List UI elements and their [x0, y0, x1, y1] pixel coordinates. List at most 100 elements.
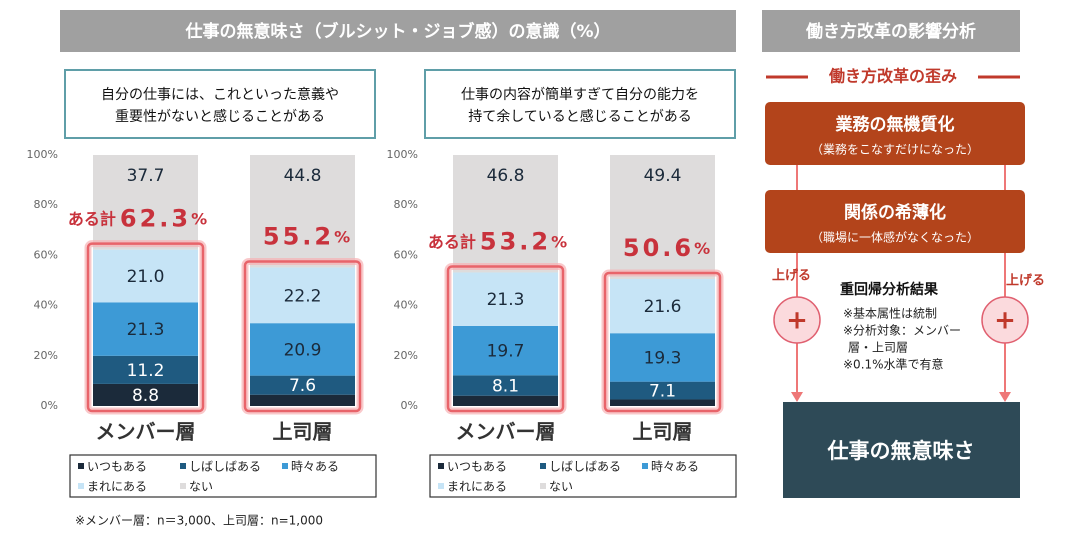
value-label: 7.6	[289, 376, 316, 396]
factor-title: 業務の無機質化	[836, 114, 955, 135]
side-header-title: 働き方改革の影響分析	[805, 21, 976, 42]
total-value: 55.2	[263, 222, 334, 250]
value-label: 11.2	[127, 361, 165, 381]
x-tick-label: メンバー層	[96, 420, 196, 444]
x-tick-label: 上司層	[633, 420, 693, 444]
factor-box	[765, 102, 1025, 165]
y-tick-label: 40%	[34, 299, 58, 312]
value-label: 21.6	[644, 297, 682, 317]
value-label: 44.8	[284, 166, 322, 186]
value-label: 37.7	[127, 166, 165, 186]
bar-segment	[250, 375, 355, 395]
side-header-bar	[762, 10, 1020, 52]
bar-segment	[250, 394, 355, 406]
factor-sub: （業務をこなすだけになった）	[811, 143, 979, 157]
caption-line: 仕事の内容が簡単すぎて自分の能力を	[461, 86, 699, 103]
total-unit: %	[191, 209, 207, 228]
legend-label: ない	[189, 480, 213, 494]
total-value: 50.6	[623, 234, 694, 262]
result-note: 層・上司層	[848, 341, 908, 355]
legend-swatch	[78, 483, 84, 489]
value-label: 21.3	[127, 320, 165, 340]
plus-sign: +	[786, 306, 808, 336]
legend-label: しばしばある	[189, 460, 261, 474]
total-label: ある計 62.3%	[68, 205, 207, 233]
legend-label: 時々ある	[291, 460, 339, 474]
bar-segment	[610, 155, 715, 279]
result-note: ※基本属性は統制	[843, 307, 937, 321]
total-label: 50.6%	[623, 234, 710, 262]
highlight-box	[603, 271, 722, 413]
factor-title: 関係の希薄化	[844, 202, 946, 223]
value-label: 21.0	[127, 267, 165, 287]
y-tick-label: 60%	[394, 248, 418, 261]
legend-swatch	[540, 483, 546, 489]
y-tick-label: 20%	[394, 349, 418, 362]
bar-segment	[93, 155, 198, 250]
outcome-box	[783, 402, 1020, 498]
value-label: 19.3	[644, 348, 682, 368]
raise-label: 上げる	[772, 268, 811, 284]
distortion-label: 働き方改革の歪み	[828, 67, 957, 86]
total-label: ある計 53.2%	[428, 227, 567, 255]
legend-swatch	[282, 463, 288, 469]
value-label: 21.3	[487, 290, 525, 310]
highlight-box	[243, 260, 362, 413]
legend-swatch	[540, 463, 546, 469]
bar-segment	[93, 383, 198, 406]
total-value: 62.3	[120, 205, 191, 233]
bar-segment	[93, 355, 198, 384]
total-prefix: ある計	[428, 232, 476, 251]
factor-sub: （職場に一体感がなくなった）	[811, 230, 979, 245]
value-label: 22.2	[284, 286, 322, 306]
legend-label: いつもある	[447, 460, 507, 474]
plus-circle	[981, 296, 1029, 344]
arrow-head	[791, 392, 803, 402]
factor-box	[765, 190, 1025, 253]
y-tick-label: 100%	[27, 148, 58, 161]
total-label: 55.2%	[263, 222, 350, 250]
bar-segment	[610, 399, 715, 406]
value-label: 19.7	[487, 342, 525, 362]
bar-segment	[93, 302, 198, 356]
result-note: ※0.1%水準で有意	[843, 357, 944, 372]
y-tick-label: 80%	[34, 198, 58, 211]
bar-segment	[610, 333, 715, 382]
footnote: ※メンバー層：n＝3,000、上司層：n=1,000	[75, 514, 323, 528]
bar-segment	[453, 375, 558, 396]
caption-line: 自分の仕事には、これといった意義や	[101, 86, 339, 103]
legend-label: 時々ある	[651, 460, 699, 474]
legend-swatch	[180, 463, 186, 469]
total-unit: %	[694, 238, 710, 257]
value-label: 46.8	[487, 166, 525, 186]
legend-swatch	[438, 483, 444, 489]
bar-segment	[250, 323, 355, 376]
arrow-head	[999, 392, 1011, 402]
raise-label: 上げる	[1006, 273, 1045, 289]
y-tick-label: 0%	[41, 399, 58, 412]
bar-segment	[453, 155, 558, 273]
bar-segment	[453, 272, 558, 326]
y-tick-label: 40%	[394, 299, 418, 312]
bar-segment	[93, 249, 198, 303]
value-label: 8.8	[132, 386, 159, 406]
legend-label: ない	[549, 480, 573, 494]
bar-segment	[250, 155, 355, 268]
legend-box	[429, 454, 737, 498]
legend-swatch	[78, 463, 84, 469]
total-unit: %	[334, 227, 350, 246]
value-label: 49.4	[644, 166, 682, 186]
total-unit: %	[551, 232, 567, 251]
legend-label: まれにある	[87, 480, 147, 494]
caption-line: 持て余していると感じることがある	[468, 108, 692, 125]
legend-swatch	[438, 463, 444, 469]
y-tick-label: 100%	[387, 148, 418, 161]
result-note: ※分析対象：メンバー	[843, 324, 961, 338]
value-label: 20.9	[284, 340, 322, 360]
bar-segment	[250, 267, 355, 324]
plus-circle	[773, 296, 821, 344]
y-tick-label: 0%	[401, 399, 418, 412]
caption-line: 重要性がないと感じることがある	[115, 108, 325, 125]
y-tick-label: 80%	[394, 198, 418, 211]
highlight-box	[446, 265, 565, 413]
